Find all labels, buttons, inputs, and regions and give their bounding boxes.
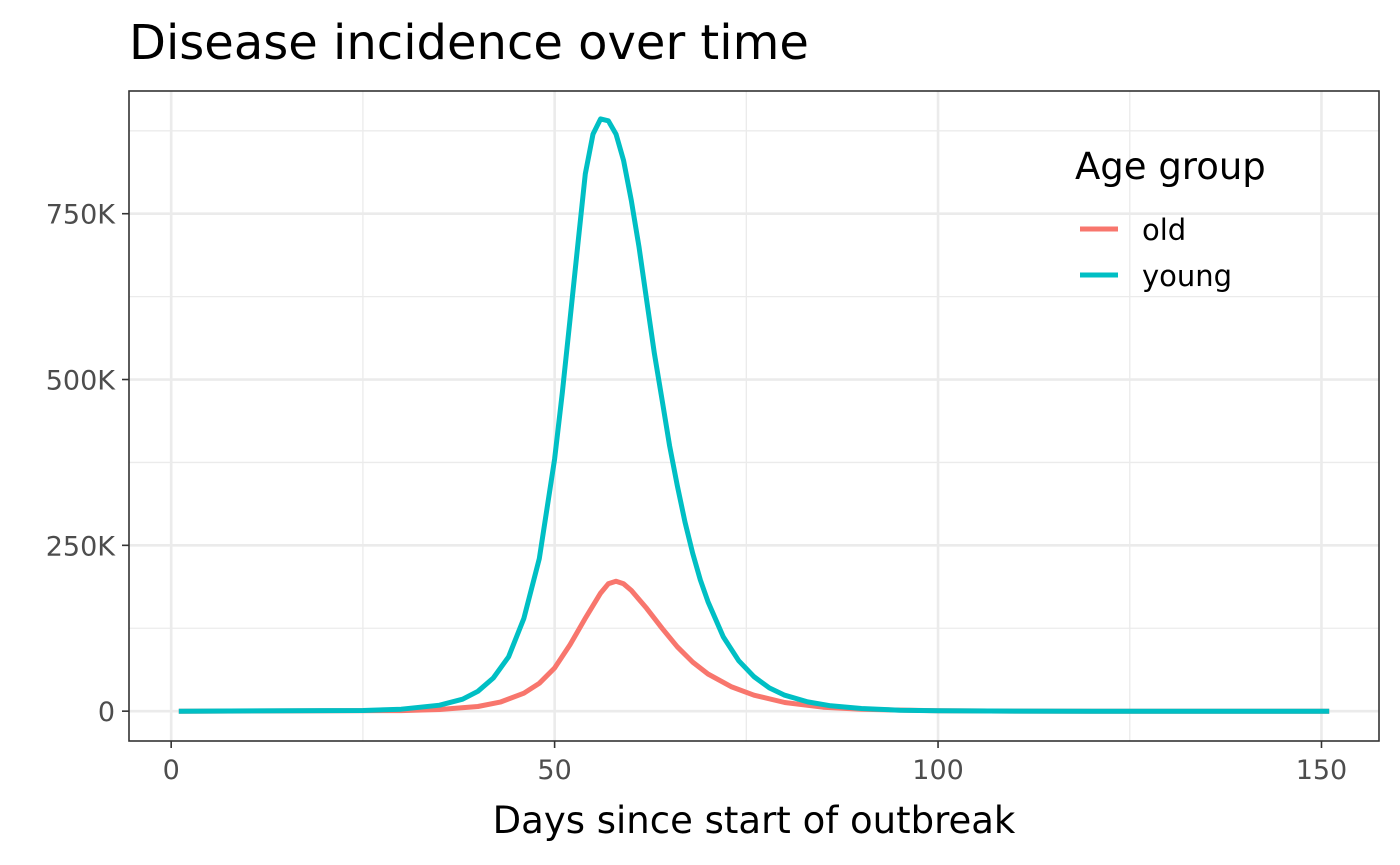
y-axis: 0 250K 500K 750K [46, 200, 129, 728]
y-tick-label: 250K [46, 531, 117, 562]
legend: Age group old young [1075, 145, 1266, 293]
x-axis-title: Days since start of outbreak [493, 799, 1016, 842]
legend-label-old: old [1142, 213, 1186, 247]
x-tick-label: 0 [163, 755, 180, 786]
legend-title: Age group [1075, 145, 1266, 188]
chart-title: Disease incidence over time [129, 15, 809, 71]
legend-label-young: young [1142, 259, 1232, 293]
x-axis: 0 50 100 150 [163, 741, 1348, 786]
plot-panel-background [129, 91, 1379, 741]
y-tick-label: 500K [46, 366, 117, 397]
x-tick-label: 100 [912, 755, 964, 786]
plot-panel-border [128, 90, 1380, 742]
minor-gridlines [129, 91, 1379, 741]
series-lines [178, 116, 1330, 714]
x-tick-label: 50 [537, 755, 571, 786]
y-tick-label: 0 [98, 697, 115, 728]
x-tick-label: 150 [1296, 755, 1348, 786]
series-line-young [178, 116, 1330, 714]
y-tick-label: 750K [46, 200, 117, 231]
